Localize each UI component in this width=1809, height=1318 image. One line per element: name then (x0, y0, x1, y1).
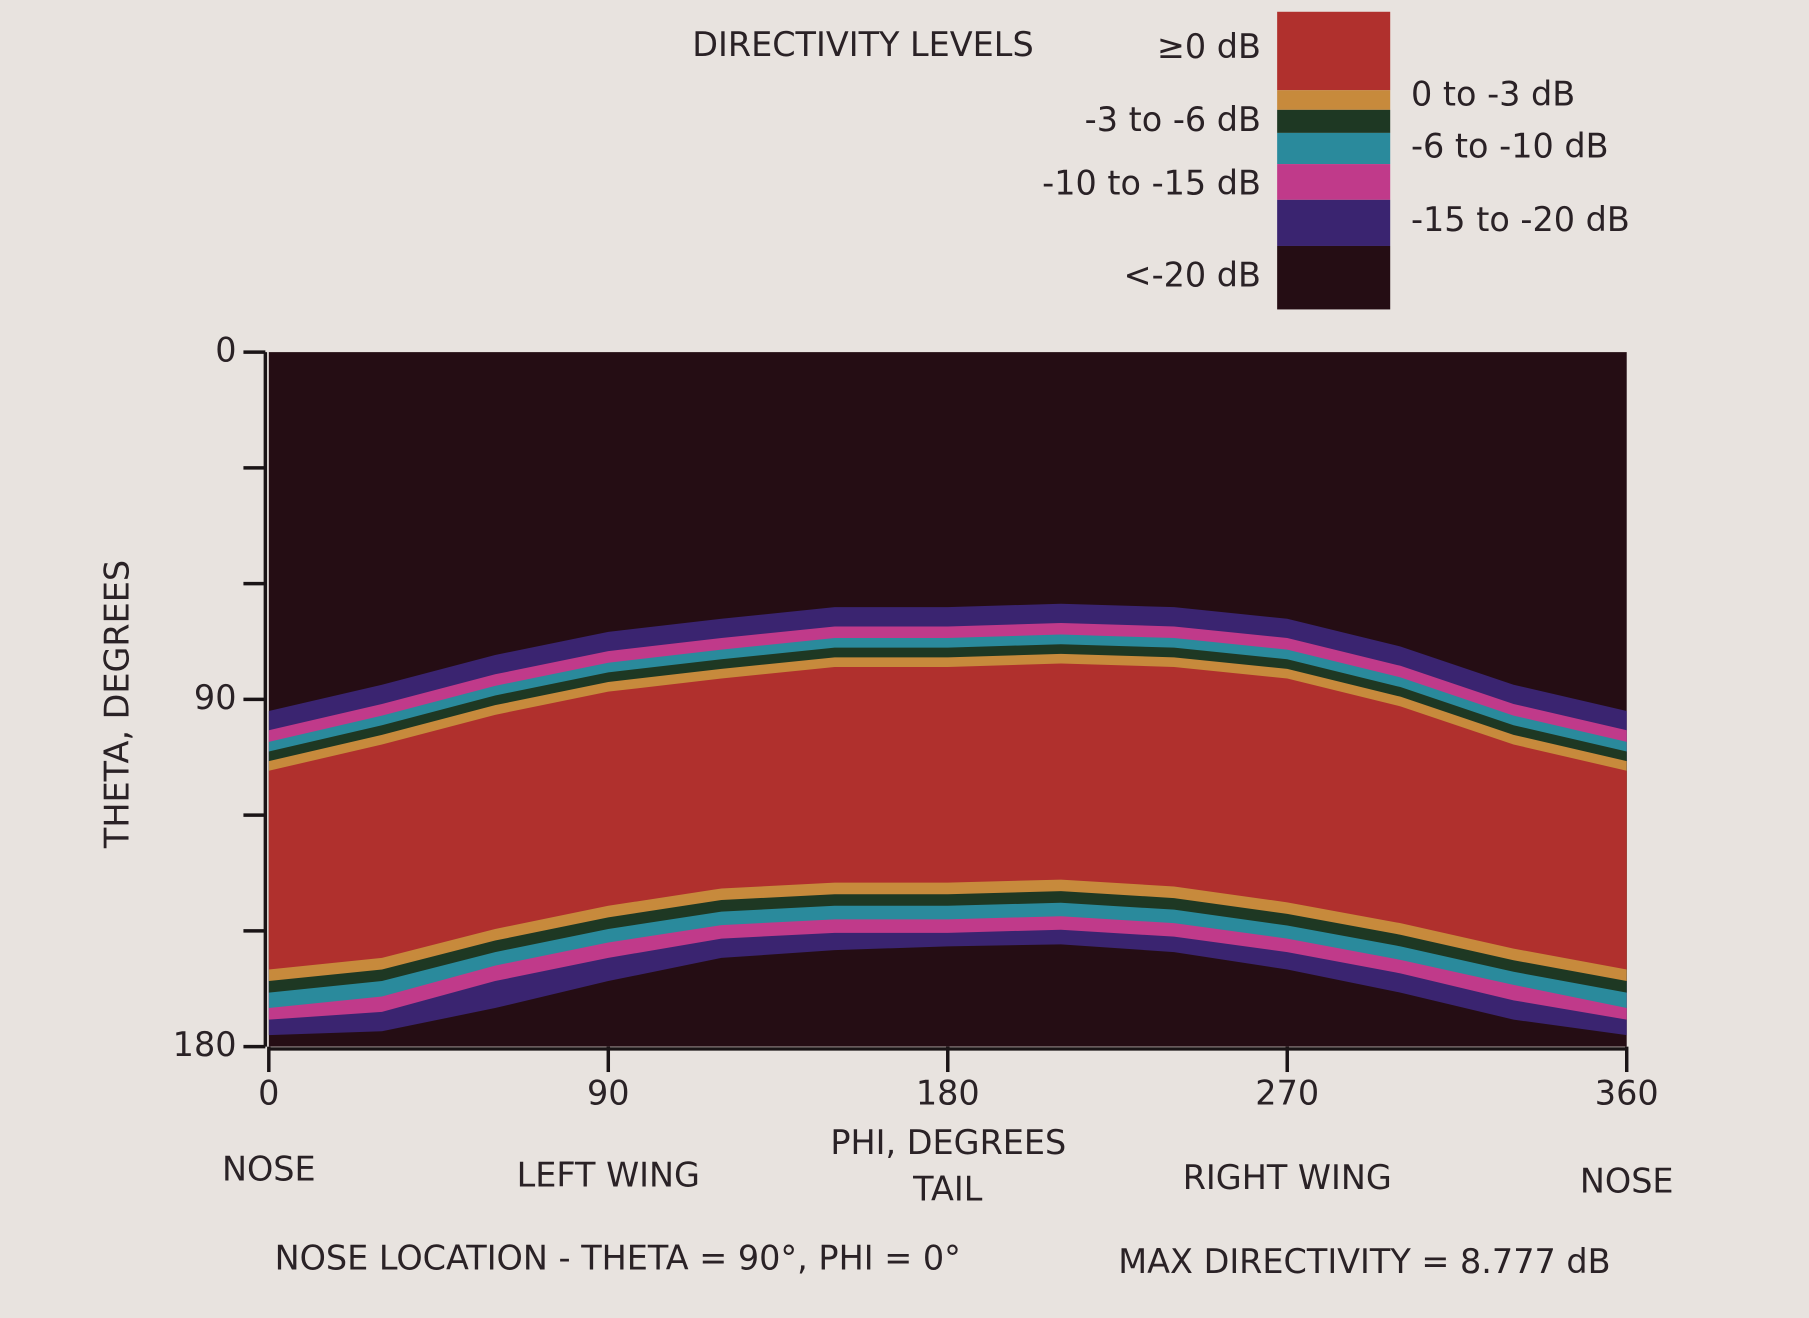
legend-swatch (1277, 90, 1391, 110)
legend-label: -6 to -10 dB (1411, 126, 1609, 165)
legend-swatch (1277, 164, 1391, 200)
y-axis-label: THETA, DEGREES (97, 560, 136, 849)
legend-label: -15 to -20 dB (1411, 200, 1630, 239)
x-annotation: NOSE (1580, 1161, 1674, 1200)
level-band (268, 663, 1627, 970)
x-annotation: LEFT WING (517, 1156, 700, 1195)
y-tick-label: 90 (194, 678, 237, 717)
x-tick-label: 180 (916, 1074, 980, 1113)
x-annotation: RIGHT WING (1183, 1158, 1392, 1197)
legend-swatch (1277, 245, 1391, 310)
legend-swatch (1277, 11, 1391, 91)
legend-swatch (1277, 199, 1391, 246)
legend-label: -3 to -6 dB (1085, 100, 1261, 139)
legend-title: DIRECTIVITY LEVELS (692, 25, 1033, 64)
x-tick-label: 90 (587, 1074, 630, 1113)
note: NOSE LOCATION - THETA = 90°, PHI = 0° (275, 1239, 961, 1278)
y-tick-label: 180 (173, 1025, 237, 1064)
legend-swatch (1277, 132, 1391, 165)
x-tick-label: 0 (258, 1074, 279, 1113)
legend-label: 0 to -3 dB (1411, 74, 1575, 113)
note: MAX DIRECTIVITY = 8.777 dB (1118, 1242, 1610, 1281)
legend-label: <-20 dB (1124, 256, 1261, 295)
x-tick-label: 270 (1255, 1074, 1319, 1113)
y-tick-label: 0 (215, 331, 236, 370)
x-axis-label: PHI, DEGREES (830, 1123, 1066, 1162)
x-annotation: NOSE (222, 1150, 316, 1189)
x-tick-label: 360 (1595, 1074, 1659, 1113)
x-annotation: TAIL (912, 1169, 983, 1208)
legend-swatch (1277, 109, 1391, 133)
legend-label: ≥0 dB (1157, 27, 1261, 66)
legend-label: -10 to -15 dB (1042, 163, 1261, 202)
